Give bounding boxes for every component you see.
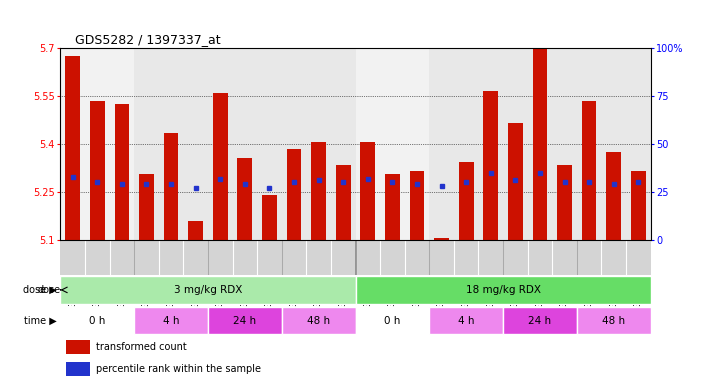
Bar (356, 276, 651, 304)
Text: 24 h: 24 h (528, 316, 552, 326)
Bar (287, 149, 301, 240)
Bar (385, 174, 400, 240)
Bar (114, 104, 129, 240)
Bar (60, 307, 134, 334)
Bar (188, 221, 203, 240)
Bar (360, 142, 375, 240)
Text: percentile rank within the sample: percentile rank within the sample (96, 364, 261, 374)
Bar (139, 174, 154, 240)
Bar (60, 276, 356, 304)
Text: 4 h: 4 h (163, 316, 179, 326)
Bar (631, 171, 646, 240)
Bar (483, 91, 498, 240)
Text: time ▶: time ▶ (24, 316, 57, 326)
Bar (557, 165, 572, 240)
Text: dose: dose (37, 285, 60, 295)
Bar (90, 101, 105, 240)
Text: 3 mg/kg RDX: 3 mg/kg RDX (173, 285, 242, 295)
Text: 18 mg/kg RDX: 18 mg/kg RDX (466, 285, 540, 295)
Bar (582, 101, 597, 240)
Bar (237, 158, 252, 240)
Text: GDS5282 / 1397337_at: GDS5282 / 1397337_at (75, 33, 220, 46)
Bar (577, 307, 651, 334)
Bar (66, 341, 90, 354)
Bar (262, 195, 277, 240)
Bar (134, 307, 208, 334)
Bar (533, 48, 547, 240)
Bar (213, 93, 228, 240)
Text: 48 h: 48 h (307, 316, 330, 326)
Bar (311, 142, 326, 240)
Bar (410, 171, 424, 240)
Bar (164, 133, 178, 240)
Text: 0 h: 0 h (384, 316, 400, 326)
Text: 4 h: 4 h (458, 316, 474, 326)
Text: dose ▶: dose ▶ (23, 285, 57, 295)
Bar (65, 56, 80, 240)
Bar (429, 307, 503, 334)
Bar (60, 48, 134, 240)
Bar (208, 307, 282, 334)
Text: transformed count: transformed count (96, 342, 186, 352)
Bar (503, 307, 577, 334)
Bar (356, 48, 429, 240)
Bar (434, 238, 449, 240)
Bar (282, 307, 356, 334)
Bar (336, 165, 351, 240)
Bar (66, 362, 90, 376)
Bar (606, 152, 621, 240)
Text: 24 h: 24 h (233, 316, 257, 326)
Bar (508, 123, 523, 240)
Bar (356, 307, 429, 334)
Bar (459, 162, 474, 240)
Text: 0 h: 0 h (89, 316, 105, 326)
Text: 48 h: 48 h (602, 316, 625, 326)
